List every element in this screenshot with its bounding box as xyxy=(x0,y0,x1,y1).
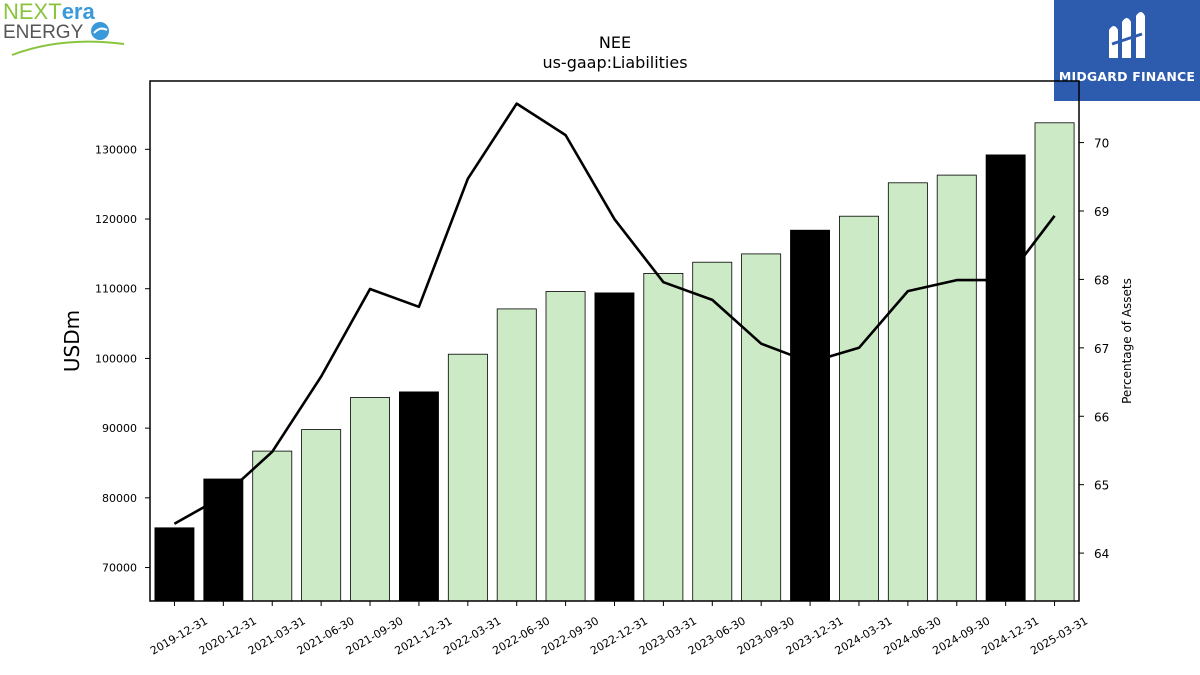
y-axis-right: 64 65 66 67 68 69 70 xyxy=(1079,137,1109,561)
y2-tick-label: 69 xyxy=(1094,205,1109,219)
y-tick-label: 120000 xyxy=(95,213,137,226)
line-layer xyxy=(173,102,1056,525)
bar-2019-12-31 xyxy=(154,527,195,602)
bar-2022-09-30 xyxy=(545,291,586,602)
chart-title: NEE xyxy=(599,33,631,52)
bar-2021-12-31 xyxy=(398,391,439,602)
x-axis: 2019-12-312020-12-312021-03-312021-06-30… xyxy=(148,601,1090,658)
bar-2024-03-31 xyxy=(839,215,879,602)
y-tick-label: 130000 xyxy=(95,143,137,156)
bar-2021-03-31 xyxy=(252,450,293,602)
nextera-logo-next: NEXTera xyxy=(3,0,95,24)
bars-layer xyxy=(154,122,1075,602)
y2-tick-label: 65 xyxy=(1094,479,1109,493)
nextera-logo-swoosh-icon xyxy=(11,40,125,56)
y2-tick-label: 68 xyxy=(1094,273,1109,287)
y2-tick-label: 67 xyxy=(1094,342,1109,356)
y-axis-label: USDm xyxy=(60,310,84,372)
y-axis-left: 70000 80000 90000 100000 110000 120000 130000 xyxy=(95,143,150,575)
midgard-logo-text: MIDGARD FINANCE xyxy=(1058,69,1196,84)
y2-tick-label: 64 xyxy=(1094,547,1109,561)
percentage-line xyxy=(173,102,1056,525)
bar-2024-09-30 xyxy=(936,174,977,602)
bar-2022-06-30 xyxy=(496,308,537,602)
y-tick-label: 100000 xyxy=(95,352,137,365)
bar-2023-12-31 xyxy=(790,229,830,602)
bar-2021-09-30 xyxy=(350,397,390,602)
y2-tick-label: 70 xyxy=(1094,137,1109,151)
y-tick-label: 80000 xyxy=(102,492,137,505)
bar-2024-06-30 xyxy=(887,182,928,602)
midgard-logo-mark-icon xyxy=(1109,12,1145,58)
bar-2025-03-31 xyxy=(1034,122,1075,602)
bar-2023-09-30 xyxy=(741,253,782,602)
bar-2023-03-31 xyxy=(643,272,684,602)
y-tick-label: 90000 xyxy=(102,422,137,435)
nextera-logo: NEXTera ENERGY xyxy=(2,0,132,62)
nextera-logo-globe-icon xyxy=(91,22,109,40)
chart-subtitle: us-gaap:Liabilities xyxy=(542,53,687,72)
y2-axis-label: Percentage of Assets xyxy=(1120,278,1134,404)
y-tick-label: 70000 xyxy=(102,562,137,575)
y2-tick-label: 66 xyxy=(1094,410,1109,424)
nextera-logo-energy: ENERGY xyxy=(3,22,84,43)
bar-2022-12-31 xyxy=(594,292,635,602)
bar-2022-03-31 xyxy=(447,353,488,602)
y-tick-label: 110000 xyxy=(95,283,137,296)
bar-2021-06-30 xyxy=(301,429,342,602)
bar-2024-12-31 xyxy=(985,154,1026,602)
